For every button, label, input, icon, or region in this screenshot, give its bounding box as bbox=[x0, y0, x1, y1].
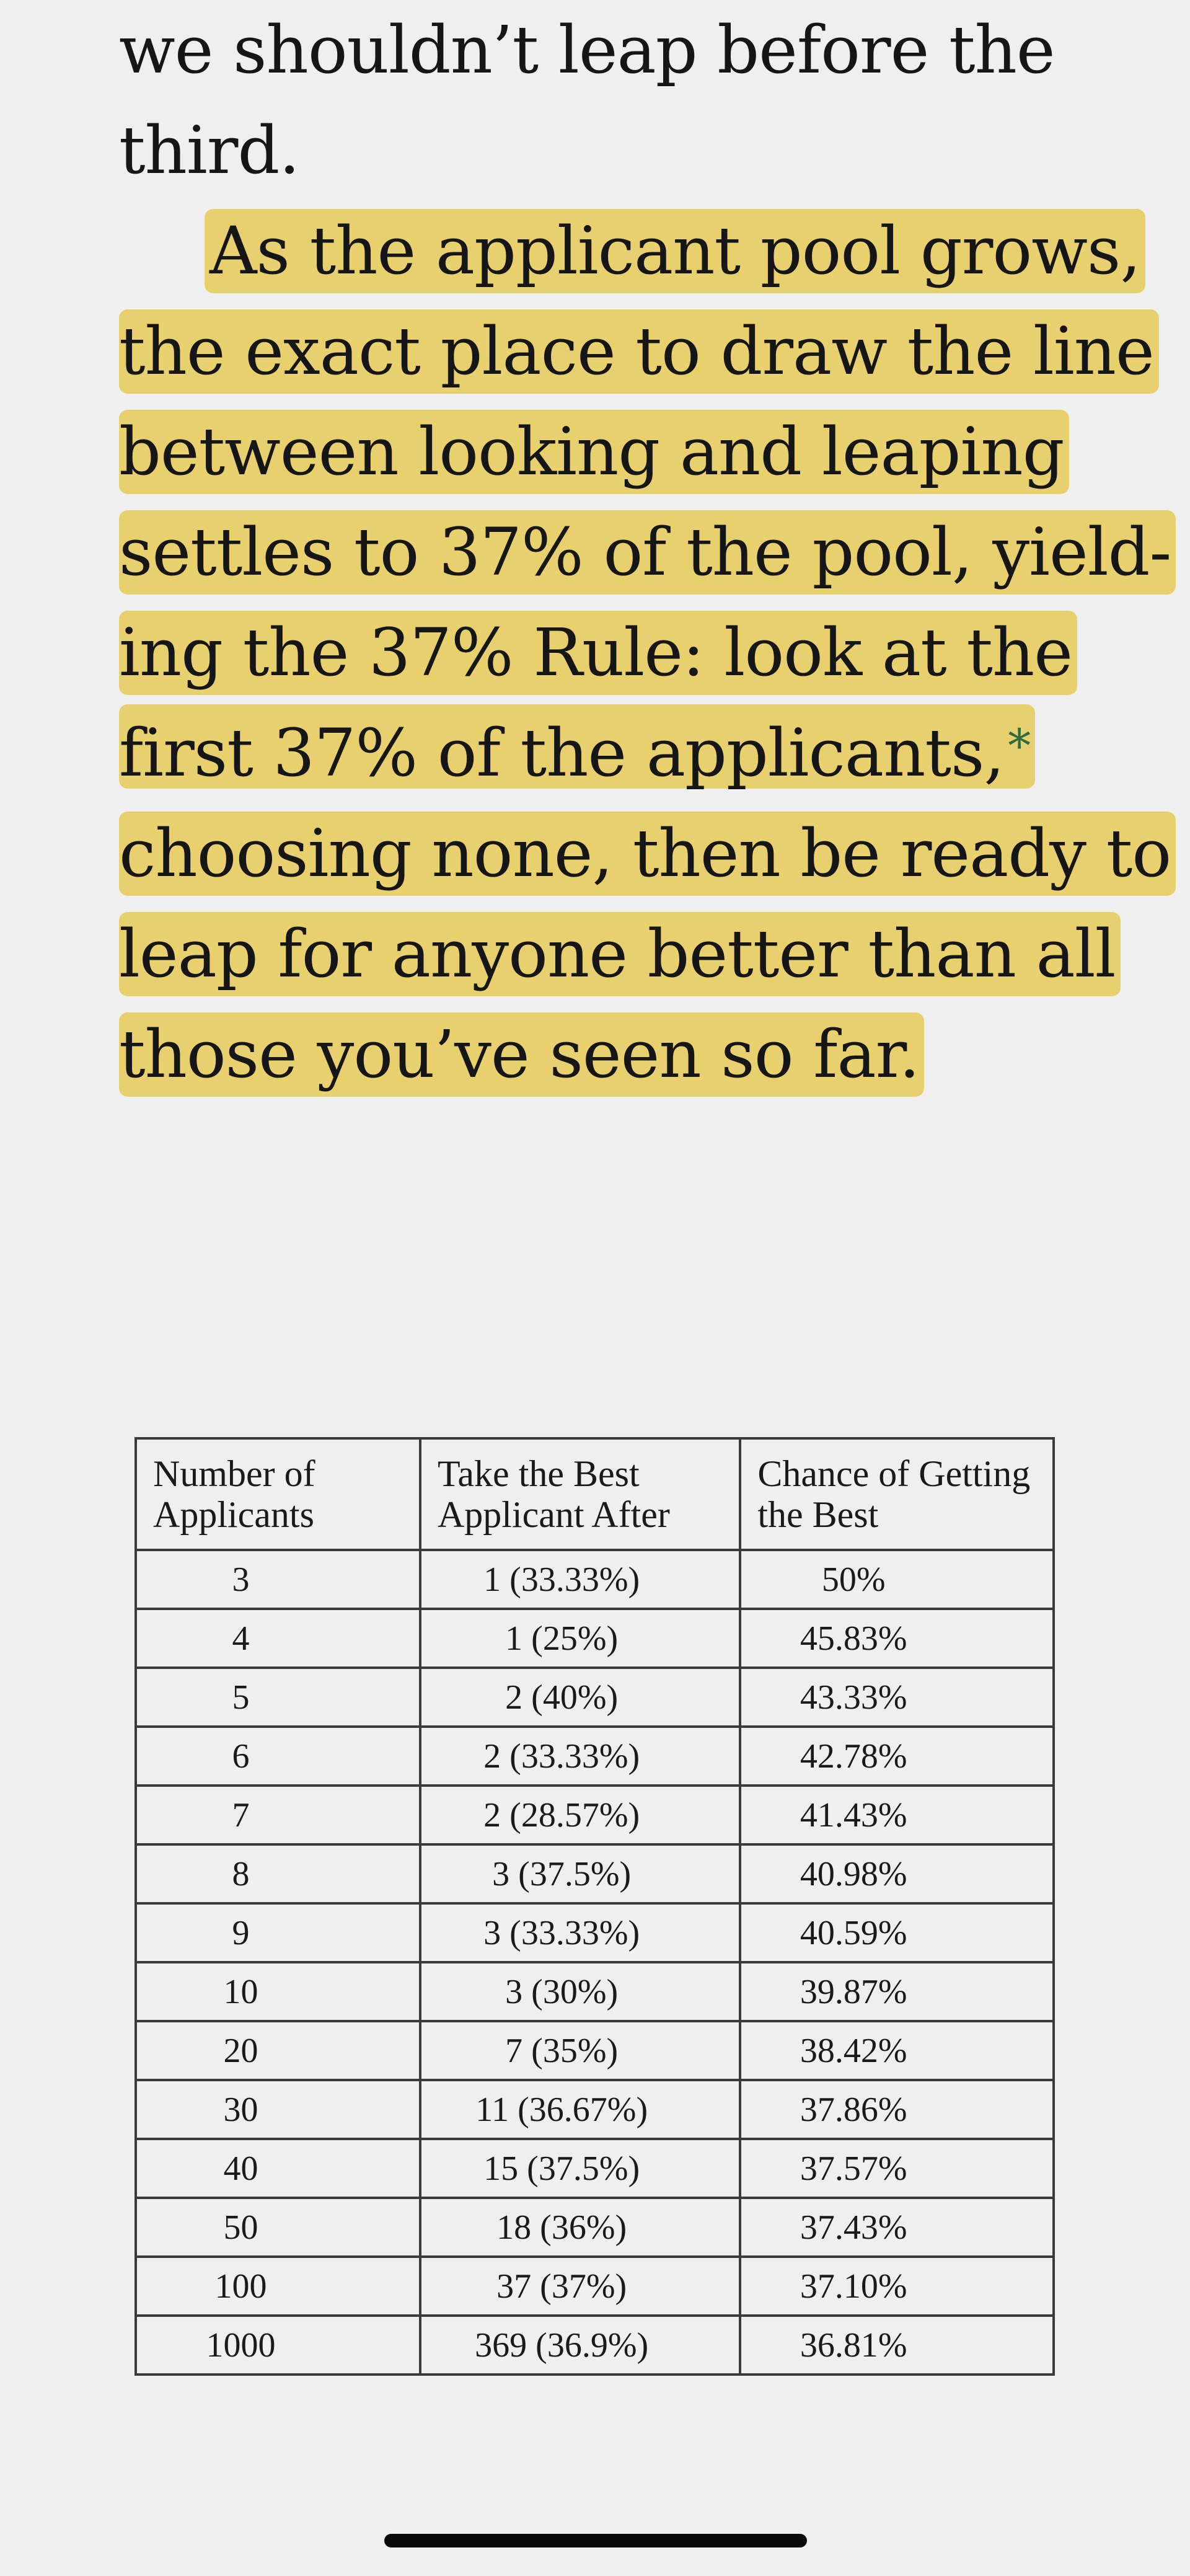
cell-number-of-applicants: 100 bbox=[134, 2255, 421, 2317]
cell-chance-of-best: 40.59% bbox=[739, 1902, 1055, 1963]
cell-take-best-after: 11 (36.67%) bbox=[418, 2079, 742, 2140]
applicants-table: Number of Applicants Take the Best Appli… bbox=[134, 1437, 1055, 2376]
cell-chance-of-best: 39.87% bbox=[739, 1961, 1055, 2022]
highlight-text: As the applicant pool grows, bbox=[205, 209, 1146, 293]
highlighted-line[interactable]: those you’ve seen so far. bbox=[119, 1004, 925, 1105]
highlighted-line[interactable]: As the applicant pool grows, bbox=[205, 201, 1146, 301]
highlighted-line[interactable]: ing the 37% Rule: look at the bbox=[119, 603, 1077, 703]
table-row: 1000 369 (36.9%) 36.81% bbox=[134, 2314, 1055, 2376]
table-row: 100 37 (37%) 37.10% bbox=[134, 2255, 1055, 2317]
header-take-best-after: Take the Best Applicant After bbox=[418, 1437, 742, 1551]
cell-number-of-applicants: 30 bbox=[134, 2079, 421, 2140]
highlight-text: first 37% of the applicants, bbox=[119, 715, 1005, 791]
cell-number-of-applicants: 7 bbox=[134, 1784, 421, 1846]
cell-number-of-applicants: 6 bbox=[134, 1725, 421, 1787]
home-indicator[interactable] bbox=[384, 2534, 807, 2547]
cell-take-best-after: 7 (35%) bbox=[418, 2020, 742, 2081]
highlighted-line[interactable]: the exact place to draw the line bbox=[119, 301, 1159, 402]
cell-chance-of-best: 41.43% bbox=[739, 1784, 1055, 1846]
cell-chance-of-best: 37.57% bbox=[739, 2138, 1055, 2199]
header-label-line: Number of bbox=[153, 1453, 315, 1494]
text-line: we shouldn’t leap before the bbox=[119, 0, 1056, 100]
header-chance-of-best: Chance of Getting the Best bbox=[739, 1437, 1055, 1551]
cell-chance-of-best: 36.81% bbox=[739, 2314, 1055, 2376]
text-line-1: we shouldn’t leap before the bbox=[119, 12, 1056, 88]
text-line-2: third. bbox=[119, 112, 300, 188]
highlight-text: settles to 37% of the pool, yield- bbox=[119, 510, 1176, 595]
highlight-text: those you’ve seen so far. bbox=[119, 1012, 925, 1097]
cell-take-best-after: 1 (33.33%) bbox=[418, 1549, 742, 1610]
cell-chance-of-best: 37.43% bbox=[739, 2197, 1055, 2258]
table-row: 30 11 (36.67%) 37.86% bbox=[134, 2079, 1055, 2140]
cell-chance-of-best: 50% bbox=[739, 1549, 1055, 1610]
cell-take-best-after: 1 (25%) bbox=[418, 1608, 742, 1669]
table-row: 10 3 (30%) 39.87% bbox=[134, 1961, 1055, 2022]
header-number-of-applicants: Number of Applicants bbox=[134, 1437, 421, 1551]
cell-chance-of-best: 42.78% bbox=[739, 1725, 1055, 1787]
header-label-line: Applicant After bbox=[437, 1494, 670, 1535]
cell-number-of-applicants: 50 bbox=[134, 2197, 421, 2258]
cell-take-best-after: 2 (33.33%) bbox=[418, 1725, 742, 1787]
cell-chance-of-best: 37.86% bbox=[739, 2079, 1055, 2140]
cell-chance-of-best: 38.42% bbox=[739, 2020, 1055, 2081]
highlight-text: leap for anyone better than all bbox=[119, 912, 1121, 996]
cell-number-of-applicants: 40 bbox=[134, 2138, 421, 2199]
cell-number-of-applicants: 1000 bbox=[134, 2314, 421, 2376]
table-row: 50 18 (36%) 37.43% bbox=[134, 2197, 1055, 2258]
text-line: third. bbox=[119, 100, 300, 201]
highlighted-line[interactable]: first 37% of the applicants,* bbox=[119, 703, 1036, 803]
highlight-text-with-footnote: first 37% of the applicants,* bbox=[119, 704, 1036, 791]
cell-chance-of-best: 43.33% bbox=[739, 1666, 1055, 1728]
cell-number-of-applicants: 20 bbox=[134, 2020, 421, 2081]
cell-take-best-after: 369 (36.9%) bbox=[418, 2314, 742, 2376]
cell-take-best-after: 37 (37%) bbox=[418, 2255, 742, 2317]
cell-number-of-applicants: 9 bbox=[134, 1902, 421, 1963]
header-label-line: the Best bbox=[757, 1494, 879, 1535]
cell-take-best-after: 3 (37.5%) bbox=[418, 1843, 742, 1905]
cell-number-of-applicants: 5 bbox=[134, 1666, 421, 1728]
highlighted-line[interactable]: settles to 37% of the pool, yield- bbox=[119, 502, 1176, 603]
cell-number-of-applicants: 4 bbox=[134, 1608, 421, 1669]
highlight-text: choosing none, then be ready to bbox=[119, 812, 1176, 896]
table-header-row: Number of Applicants Take the Best Appli… bbox=[134, 1437, 1055, 1551]
highlight-text: the exact place to draw the line bbox=[119, 309, 1159, 394]
cell-take-best-after: 3 (33.33%) bbox=[418, 1902, 742, 1963]
header-label-line: Applicants bbox=[153, 1494, 314, 1535]
cell-chance-of-best: 37.10% bbox=[739, 2255, 1055, 2317]
highlight-text: between looking and leaping bbox=[119, 410, 1069, 494]
table-row: 40 15 (37.5%) 37.57% bbox=[134, 2138, 1055, 2199]
cell-chance-of-best: 45.83% bbox=[739, 1608, 1055, 1669]
cell-take-best-after: 2 (28.57%) bbox=[418, 1784, 742, 1846]
cell-take-best-after: 2 (40%) bbox=[418, 1666, 742, 1728]
cell-number-of-applicants: 3 bbox=[134, 1549, 421, 1610]
header-label-line: Chance of Getting bbox=[757, 1453, 1031, 1494]
highlighted-line[interactable]: leap for anyone better than all bbox=[119, 904, 1121, 1004]
cell-take-best-after: 15 (37.5%) bbox=[418, 2138, 742, 2199]
table-row: 20 7 (35%) 38.42% bbox=[134, 2020, 1055, 2081]
cell-take-best-after: 3 (30%) bbox=[418, 1961, 742, 2022]
cell-chance-of-best: 40.98% bbox=[739, 1843, 1055, 1905]
header-label-line: Take the Best bbox=[437, 1453, 640, 1494]
cell-number-of-applicants: 8 bbox=[134, 1843, 421, 1905]
highlighted-line[interactable]: choosing none, then be ready to bbox=[119, 803, 1176, 904]
highlighted-line[interactable]: between looking and leaping bbox=[119, 402, 1069, 502]
cell-take-best-after: 18 (36%) bbox=[418, 2197, 742, 2258]
footnote-marker[interactable]: * bbox=[1008, 720, 1031, 773]
highlight-text: ing the 37% Rule: look at the bbox=[119, 611, 1077, 695]
cell-number-of-applicants: 10 bbox=[134, 1961, 421, 2022]
